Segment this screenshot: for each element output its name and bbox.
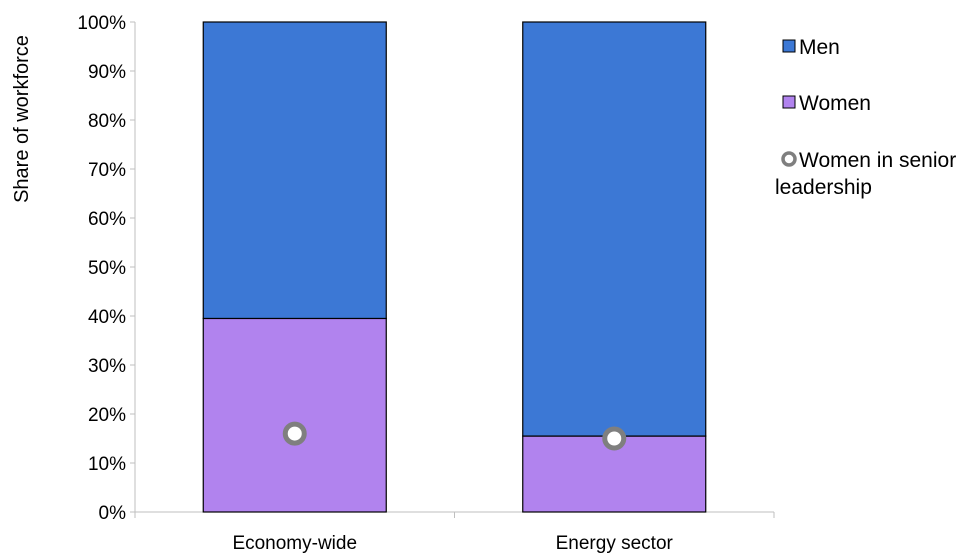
legend-label: Women: [799, 92, 871, 115]
y-tick-label: 70%: [88, 160, 126, 181]
bar-men: [202, 21, 387, 320]
y-tick-label: 40%: [88, 307, 126, 328]
legend-swatch: [782, 39, 796, 53]
leadership-marker: [602, 426, 627, 451]
legend-label: Women in senior: [799, 149, 956, 172]
y-tick-label: 80%: [88, 111, 126, 132]
y-tick-label: 60%: [88, 209, 126, 230]
x-tick-label: Energy sector: [556, 533, 674, 554]
leadership-markers: [282, 421, 627, 451]
x-tick-label: Economy-wide: [232, 533, 357, 554]
y-axis: 0% 10% 20% 30% 40% 50% 60% 70% 80% 90% 100%: [77, 13, 136, 524]
y-tick-label: 90%: [88, 62, 126, 83]
y-axis-title: Share of workforce: [11, 35, 33, 203]
bars: [202, 21, 707, 513]
legend-label: Men: [799, 36, 840, 59]
legend-label: leadership: [775, 176, 872, 199]
legend: Men Women Women in senior leadership: [775, 36, 956, 199]
y-tick-label: 10%: [88, 454, 126, 475]
legend-ring-icon: [781, 151, 797, 167]
bar-men: [522, 21, 707, 437]
y-tick-label: 100%: [77, 13, 126, 34]
y-tick-label: 0%: [99, 503, 127, 524]
y-tick-label: 50%: [88, 258, 126, 279]
x-axis: Economy-wide Energy sector: [134, 511, 775, 554]
leadership-marker: [282, 421, 307, 446]
y-tick-label: 20%: [88, 405, 126, 426]
y-tick-label: 30%: [88, 356, 126, 377]
legend-swatch: [782, 95, 796, 109]
bar-women: [202, 317, 387, 513]
